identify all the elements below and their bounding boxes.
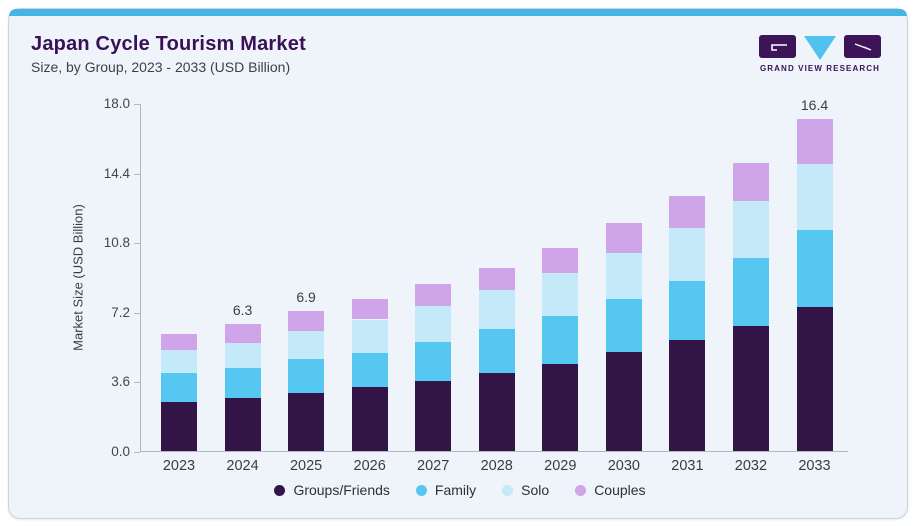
legend-item-family: Family [415,482,477,498]
legend-swatch-icon [575,484,587,496]
legend-label: Couples [594,482,646,498]
top-accent-bar [9,9,907,16]
logo-letter-v-icon [804,36,836,60]
logo-letter-g-icon [759,35,796,58]
legend-label: Solo [521,482,550,498]
legend-item-couples: Couples [575,482,646,498]
legend-swatch-icon [502,484,514,496]
logo-wordmark: GRAND VIEW RESEARCH [759,64,881,73]
chart-legend: Groups/Friends Family Solo Couples [0,482,920,498]
legend-label: Groups/Friends [293,482,390,498]
page-subtitle: Size, by Group, 2023 - 2033 (USD Billion… [31,59,291,75]
legend-item-solo: Solo [502,482,549,498]
chart-card: Japan Cycle Tourism Market Size, by Grou… [8,8,908,519]
logo-letter-r-icon [844,35,881,58]
logo-glyphs [759,35,881,60]
legend-item-groups-friends: Groups/Friends [274,482,390,498]
legend-label: Family [434,482,477,498]
legend-swatch-icon [415,484,427,496]
grand-view-research-logo: GRAND VIEW RESEARCH [759,33,881,75]
legend-swatch-icon [274,484,286,496]
page-title: Japan Cycle Tourism Market [31,33,306,55]
